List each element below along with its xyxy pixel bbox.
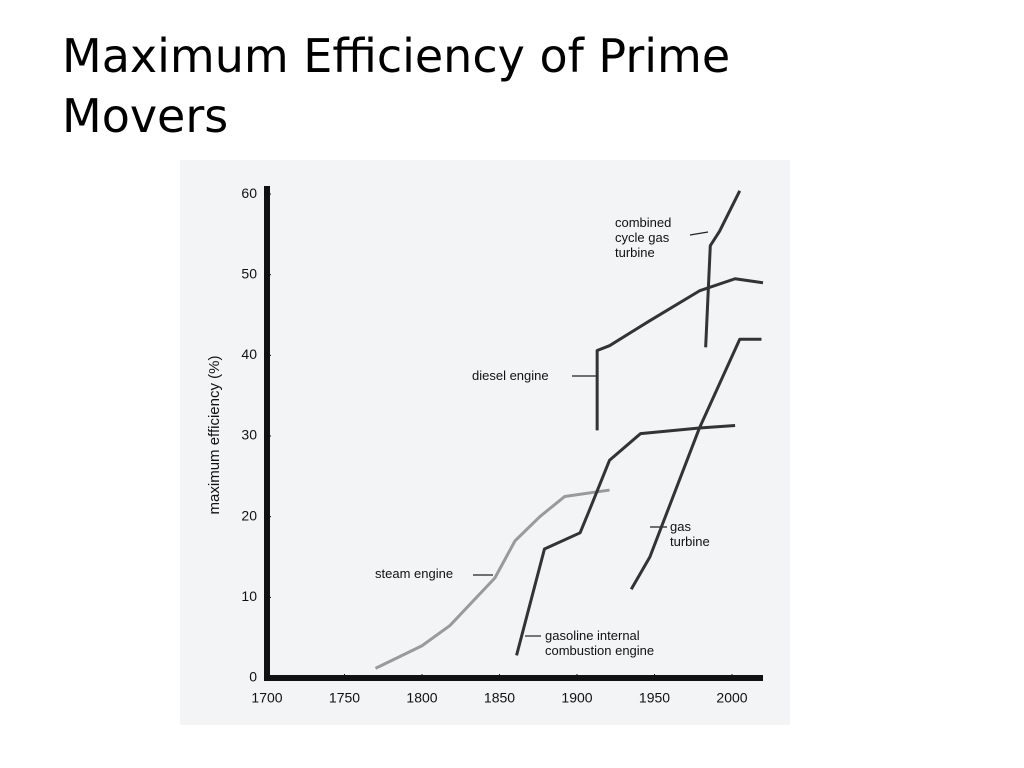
y-tick-label: 20 [241, 507, 257, 523]
series-label: gas turbine [670, 519, 710, 549]
series-line [374, 488, 610, 670]
series-label: gasoline internal combustion engine [545, 628, 655, 658]
series-line [515, 424, 736, 656]
x-tick-label: 1800 [406, 690, 437, 706]
series-line [629, 337, 762, 591]
slide-title: Maximum Efficiency of Prime Movers [62, 29, 731, 143]
y-tick-label: 30 [241, 427, 257, 443]
x-tick-label: 1950 [639, 690, 670, 706]
y-tick-label: 10 [241, 588, 257, 604]
x-tick-label: 2000 [716, 690, 747, 706]
chart-background [180, 160, 790, 725]
y-tick-label: 60 [241, 185, 257, 201]
leader-lines [473, 231, 709, 637]
x-tick-label: 1900 [561, 690, 592, 706]
series-line [595, 277, 764, 431]
series-label: steam engine [375, 566, 454, 581]
y-tick-label: 0 [249, 669, 257, 685]
x-tick-label: 1700 [251, 690, 282, 706]
series-label: combined cycle gas turbine [615, 215, 672, 260]
series-label: diesel engine [472, 368, 549, 383]
x-tick-label: 1850 [484, 690, 515, 706]
y-axis-label: maximum efficiency (%) [206, 356, 223, 515]
y-tick-label: 40 [241, 346, 257, 362]
x-tick-label: 1750 [329, 690, 360, 706]
y-tick-label: 50 [241, 265, 257, 281]
series-line [704, 190, 742, 348]
